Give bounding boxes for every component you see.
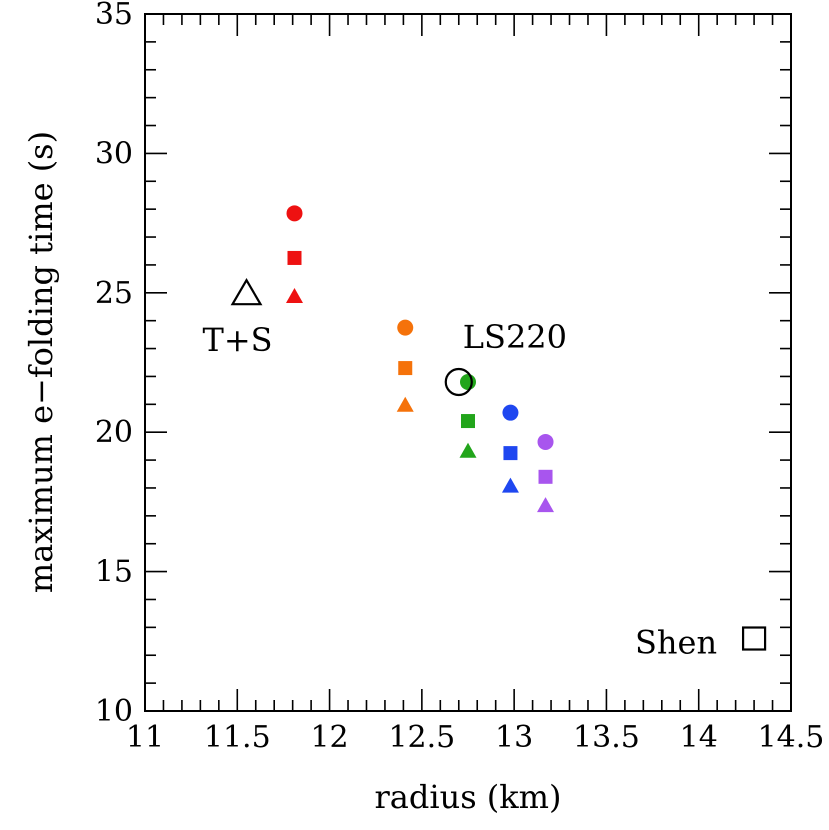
y-tick-label: 30 [95, 136, 133, 171]
red-circle-point [286, 205, 303, 222]
y-tick-label: 10 [95, 694, 133, 729]
purple-triangle-point [537, 497, 555, 513]
tick-marks [144, 13, 792, 712]
green-circle-point [460, 374, 476, 391]
y-tick-label: 20 [95, 415, 133, 450]
orange-circle-point [397, 319, 414, 336]
x-tick-label: 14.5 [758, 720, 825, 755]
shen-reference-marker [741, 626, 767, 651]
y-tick-label: 35 [95, 0, 133, 32]
x-tick-label: 12 [310, 720, 348, 755]
x-tick-label: 11 [126, 720, 164, 755]
y-tick-label: 15 [95, 555, 133, 590]
red-square-point [287, 250, 302, 265]
y-axis-label: maximum e−folding time (s) [22, 131, 60, 593]
blue-square-point [503, 446, 518, 461]
green-triangle-point [459, 442, 477, 458]
ls220-reference-marker [444, 367, 473, 397]
x-tick-label: 12.5 [388, 720, 455, 755]
x-tick-label: 13.5 [573, 720, 640, 755]
shen-label: Shen [635, 624, 717, 662]
x-tick-label: 11.5 [204, 720, 271, 755]
purple-square-point [538, 469, 553, 484]
plot-frame [144, 13, 792, 712]
ls220-label: LS220 [463, 318, 567, 356]
data-points [286, 205, 555, 513]
t-s-reference-marker [230, 278, 263, 306]
x-axis-label: radius (km) [375, 778, 562, 816]
tick-labels: 11 11.5 12 12.5 13 13.5 14 14.5 10 15 20 25 30 35 [95, 0, 825, 755]
blue-circle-point [502, 404, 519, 421]
orange-triangle-point [396, 396, 414, 412]
purple-circle-point [537, 433, 554, 450]
blue-triangle-point [501, 477, 519, 493]
x-tick-label: 13 [495, 720, 533, 755]
x-tick-label: 14 [680, 720, 718, 755]
y-tick-label: 25 [95, 276, 133, 311]
reference-points: T+S LS220 Shen [203, 278, 767, 662]
t-s-label: T+S [203, 321, 273, 359]
red-triangle-point [286, 287, 304, 303]
green-square-point [461, 414, 475, 429]
orange-square-point [398, 361, 413, 376]
